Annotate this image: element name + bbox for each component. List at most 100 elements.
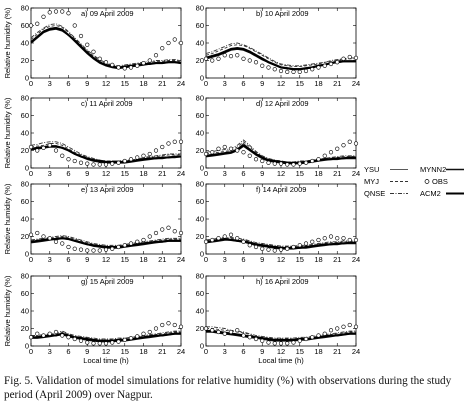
y-tick-label: 60 — [196, 197, 204, 206]
panel-3: 0 20 40 60 80 0 3 6 9 12 15 18 21 24 c) 11 April 2009 R… — [3, 94, 185, 179]
obs-point — [28, 232, 34, 237]
panel-title: c) 11 April 2009 — [81, 99, 133, 108]
obs-point — [91, 248, 96, 253]
obs-point — [297, 338, 302, 343]
x-tick-label: 21 — [333, 169, 341, 178]
obs-point — [47, 10, 52, 15]
y-tick-label: 20 — [196, 146, 204, 155]
obs-point — [78, 33, 84, 39]
obs-point — [247, 153, 252, 158]
y-tick-label: 80 — [21, 272, 29, 281]
panel-6: 0 20 40 60 80 0 3 6 9 12 15 18 21 24 f) 14 April 2009 — [196, 180, 361, 265]
obs-point — [141, 153, 146, 158]
obs-point — [147, 329, 152, 335]
obs-point — [310, 239, 315, 244]
obs-point — [266, 160, 271, 165]
obs-point — [160, 227, 165, 232]
x-tick-label: 15 — [121, 169, 129, 178]
y-axis-label: Relative humidity (%) — [3, 7, 12, 78]
obs-point — [266, 340, 271, 345]
legend-swatch — [424, 179, 430, 184]
legend-item-acm2: ACM2 — [420, 189, 464, 198]
x-tick-label: 9 — [85, 347, 89, 356]
x-tick-label: 3 — [223, 79, 227, 88]
obs-point — [66, 335, 71, 340]
obs-point — [110, 161, 115, 166]
obs-point — [272, 67, 277, 72]
legend-label: YSU — [364, 165, 379, 174]
obs-point — [216, 236, 221, 241]
obs-point — [235, 236, 240, 241]
panel-title: g) 15 April 2009 — [81, 277, 134, 286]
obs-point — [272, 161, 277, 166]
obs-point — [103, 60, 109, 65]
y-tick-label: 20 — [21, 232, 29, 241]
panel-1: 0 20 40 60 80 0 3 6 9 12 15 18 21 24 a) 09 April 2009 R… — [3, 4, 185, 89]
obs-point — [316, 237, 321, 243]
obs-point — [141, 237, 146, 243]
x-tick-label: 21 — [158, 347, 166, 356]
obs-point — [328, 328, 334, 333]
obs-point — [103, 341, 109, 346]
obs-point — [247, 243, 252, 248]
x-tick-label: 24 — [352, 169, 360, 178]
obs-point — [97, 248, 102, 253]
obs-point — [353, 324, 359, 329]
y-tick-label: 20 — [196, 324, 204, 333]
x-tick-label: 24 — [352, 347, 360, 356]
x-tick-label: 21 — [158, 255, 166, 264]
y-tick-label: 20 — [196, 56, 204, 65]
series-line-acm2 — [30, 237, 181, 248]
obs-point — [228, 54, 234, 59]
x-tick-label: 15 — [121, 255, 129, 264]
series-line-acm2 — [30, 145, 181, 163]
obs-point — [303, 336, 309, 342]
obs-point — [335, 236, 340, 241]
obs-point — [347, 54, 352, 60]
obs-point — [247, 335, 252, 340]
obs-point — [228, 329, 234, 335]
series-line-acm2 — [30, 27, 182, 69]
panel-7: 0 20 40 60 80 0 3 6 9 12 15 18 21 24 g) 15 April 2009 R… — [3, 272, 185, 366]
y-tick-label: 0 — [200, 74, 204, 83]
obs-point — [153, 326, 159, 331]
obs-point — [41, 14, 46, 19]
obs-point — [260, 158, 265, 164]
obs-point — [328, 150, 334, 155]
x-tick-label: 6 — [66, 169, 70, 178]
x-tick-label: 12 — [277, 79, 285, 88]
legend-item-mynn2: MYNN2 — [420, 165, 464, 174]
x-tick-label: 15 — [121, 347, 129, 356]
x-tick-label: 9 — [260, 169, 264, 178]
y-tick-label: 0 — [25, 250, 29, 259]
obs-point — [310, 335, 315, 340]
obs-point — [160, 322, 165, 328]
x-tick-label: 21 — [158, 79, 166, 88]
obs-point — [66, 157, 71, 162]
x-tick-label: 12 — [277, 169, 285, 178]
obs-point — [147, 58, 152, 63]
obs-point — [35, 148, 40, 153]
obs-point — [247, 58, 252, 63]
x-tick-label: 15 — [296, 255, 304, 264]
x-tick-label: 0 — [204, 255, 208, 264]
x-tick-label: 3 — [223, 169, 227, 178]
obs-point — [122, 243, 127, 248]
obs-point — [166, 40, 171, 46]
obs-point — [216, 329, 221, 335]
obs-point — [122, 337, 127, 342]
obs-point — [116, 339, 121, 344]
x-tick-label: 0 — [204, 169, 208, 178]
x-tick-label: 0 — [29, 255, 33, 264]
x-tick-label: 3 — [48, 169, 52, 178]
x-tick-label: 3 — [48, 255, 52, 264]
obs-point — [310, 67, 315, 72]
obs-point — [153, 230, 159, 236]
series-line-qnse — [30, 23, 182, 67]
x-tick-label: 24 — [177, 79, 185, 88]
series-line-acm2 — [31, 332, 181, 342]
panel-2: 0 20 40 60 80 0 3 6 9 12 15 18 21 24 b) 10 April 2009 — [196, 4, 361, 89]
obs-point — [278, 68, 284, 74]
x-tick-label: 24 — [352, 79, 360, 88]
x-axis-label: Local time (h) — [258, 356, 304, 365]
